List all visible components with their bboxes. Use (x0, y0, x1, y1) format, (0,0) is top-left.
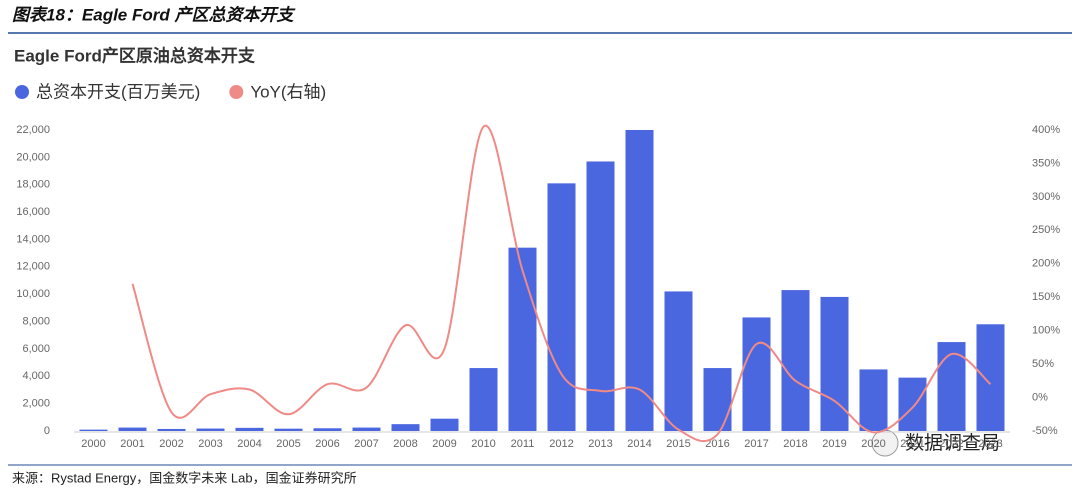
x-tick-label: 2017 (744, 438, 768, 450)
x-tick-label: 2009 (432, 438, 456, 450)
x-tick-label: 2014 (627, 438, 651, 450)
y-tick-label: 0 (44, 425, 50, 437)
bar (937, 342, 966, 431)
y2-tick-label: 250% (1032, 224, 1060, 236)
y-tick-label: 12,000 (16, 261, 50, 273)
x-tick-label: 2020 (861, 438, 885, 450)
legend-label: YoY(右轴) (250, 82, 326, 101)
bar (508, 247, 537, 431)
x-tick-label: 2019 (822, 438, 846, 450)
x-tick-label: 2006 (315, 438, 339, 450)
y2-tick-label: 50% (1032, 358, 1054, 370)
y2-tick-label: -50% (1032, 425, 1058, 437)
x-tick-label: 2023 (978, 438, 1002, 450)
line (131, 124, 992, 443)
y-tick-label: 6,000 (22, 343, 50, 355)
x-tick-label: 2003 (198, 438, 222, 450)
y-tick-label: 20,000 (16, 151, 50, 163)
bar (274, 428, 303, 431)
bar (469, 368, 498, 431)
y-tick-label: 8,000 (22, 315, 50, 327)
bar (157, 428, 186, 431)
x-tick-label: 2004 (237, 438, 261, 450)
x-tick-label: 2008 (393, 438, 417, 450)
page-title: 图表18：Eagle Ford 产区总资本开支 (12, 5, 295, 24)
y-tick-label: 16,000 (16, 206, 50, 218)
x-tick-label: 2013 (588, 438, 612, 450)
y2-tick-label: 200% (1032, 258, 1060, 270)
legend-marker (229, 85, 244, 99)
x-tick-label: 2000 (81, 438, 105, 450)
bar (781, 290, 810, 431)
bar (313, 428, 342, 431)
x-tick-label: 2001 (120, 438, 144, 450)
bar (976, 324, 1005, 431)
x-tick-label: 2016 (705, 438, 729, 450)
bar (547, 183, 576, 431)
x-tick-label: 2011 (511, 438, 535, 450)
bar (430, 418, 459, 431)
y-tick-label: 18,000 (16, 179, 50, 191)
x-tick-label: 2010 (471, 438, 495, 450)
y-tick-label: 4,000 (22, 370, 50, 382)
logo: 数据调查局 (905, 432, 1000, 454)
y2-tick-label: 300% (1032, 191, 1060, 203)
bar (235, 427, 264, 431)
legend-marker (15, 85, 29, 99)
source: 来源：Rystad Energy，国金数字未来 Lab，国金证券研究所 (12, 470, 357, 485)
bar (898, 377, 927, 431)
y-tick-label: 22,000 (16, 124, 50, 136)
x-tick-label: 2002 (159, 438, 183, 450)
y-tick-label: 2,000 (22, 398, 50, 410)
x-tick-label: 2007 (354, 438, 378, 450)
y2-tick-label: 150% (1032, 291, 1060, 303)
bar (79, 429, 108, 431)
x-tick-label: 2021 (900, 438, 924, 450)
y2-tick-label: 400% (1032, 124, 1060, 136)
x-tick-label: 2005 (276, 438, 300, 450)
y2-tick-label: 350% (1032, 157, 1060, 169)
chart-title: Eagle Ford产区原油总资本开支 (14, 45, 256, 65)
y-tick-label: 10,000 (16, 288, 50, 300)
y2-tick-label: 0% (1032, 391, 1048, 403)
bar (859, 369, 888, 431)
x-tick-label: 2012 (549, 438, 573, 450)
bar (625, 130, 654, 431)
bar (118, 427, 147, 431)
bar (703, 368, 732, 431)
bar (391, 424, 420, 431)
bar (586, 161, 615, 431)
x-tick-label: 2015 (666, 438, 690, 450)
y-tick-label: 14,000 (16, 233, 50, 245)
bar (742, 317, 771, 431)
bar (196, 428, 225, 431)
x-tick-label: 2022 (939, 438, 963, 450)
bar (352, 427, 381, 431)
x-tick-label: 2018 (783, 438, 807, 450)
y2-tick-label: 100% (1032, 325, 1060, 337)
legend-label: 总资本开支(百万美元) (36, 82, 200, 101)
bar (820, 296, 849, 431)
bar (664, 291, 693, 431)
